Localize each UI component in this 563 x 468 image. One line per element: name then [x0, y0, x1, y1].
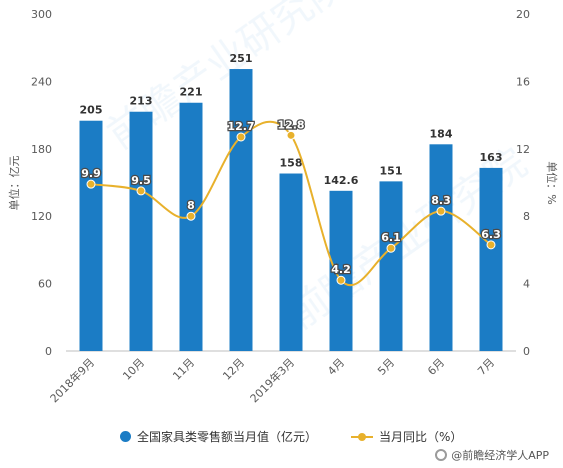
left-y-tick-label: 120 [31, 210, 52, 223]
legend-item-line: 当月同比（%） [351, 428, 462, 445]
line-point [386, 243, 396, 253]
line-value-label: 6.1 [381, 231, 401, 244]
legend-bar-swatch [120, 431, 131, 442]
legend-line-label: 当月同比（%） [379, 430, 463, 444]
line-point [486, 240, 496, 250]
right-y-ticks: 0 4 8 12 16 20 [516, 8, 530, 358]
bar [479, 167, 503, 351]
line-point [286, 130, 296, 140]
bar-value-label: 205 [80, 104, 103, 117]
left-y-tick-label: 180 [31, 143, 52, 156]
legend-line-swatch [351, 432, 374, 441]
left-y-ticks: 0 60 120 180 240 300 [31, 8, 52, 358]
bar-value-label: 221 [180, 86, 203, 99]
right-y-tick-label: 20 [516, 8, 530, 21]
line-value-label: 12.7 [227, 120, 254, 133]
x-tick-label: 2019年3月 [247, 355, 297, 405]
right-y-tick-label: 0 [523, 345, 530, 358]
line-series: 9.9 9.5 8 12.7 12.8 4.2 6.1 8.3 6.3 [80, 117, 502, 287]
left-y-tick-label: 240 [31, 75, 52, 88]
bar [229, 69, 253, 351]
x-tick-label: 2018年9月 [47, 355, 97, 405]
brand-logo-icon [435, 449, 448, 461]
bar [279, 173, 303, 351]
x-tick-label: 12月 [220, 356, 247, 383]
line-point [186, 211, 196, 221]
left-y-tick-label: 300 [31, 8, 52, 21]
bar-value-label: 163 [480, 151, 503, 164]
x-ticks: 2018年9月 10月 11月 12月 2019年3月 4月 5月 6月 7月 [47, 355, 497, 405]
line-point [86, 179, 96, 189]
right-y-tick-label: 16 [516, 75, 530, 88]
right-y-tick-label: 12 [516, 143, 530, 156]
left-y-tick-label: 60 [38, 278, 52, 291]
line-value-label: 8 [187, 199, 195, 212]
line-value-label: 9.5 [131, 174, 151, 187]
bar [329, 190, 353, 351]
right-y-tick-label: 4 [523, 278, 530, 291]
line-point [236, 132, 246, 142]
bar [129, 111, 153, 351]
line-value-label: 4.2 [331, 263, 351, 276]
x-tick-label: 7月 [475, 356, 497, 378]
line-point [336, 275, 346, 285]
line-point [436, 206, 446, 216]
bar-value-label: 251 [230, 52, 253, 65]
bar [429, 144, 453, 351]
line-point [136, 186, 146, 196]
bar-value-label: 142.6 [324, 174, 359, 187]
left-y-tick-label: 0 [45, 345, 52, 358]
y2-axis-title: 单位：% [545, 161, 559, 204]
watermark: 前瞻产业研究院 前瞻产业研究院 [99, 0, 535, 338]
line-path [90, 120, 492, 287]
source-credit: @前瞻经济学人APP [435, 447, 549, 463]
bar [79, 120, 103, 351]
bar-series: 205 213 221 251 158 142.6 151 184 163 [79, 52, 503, 351]
line-value-label: 12.8 [277, 118, 304, 131]
bar-value-label: 151 [380, 164, 403, 177]
bar [179, 102, 203, 351]
line-value-label: 9.9 [81, 167, 101, 180]
source-text: @前瞻经济学人APP [451, 449, 549, 462]
bar [379, 181, 403, 351]
x-tick-label: 11月 [170, 356, 197, 383]
right-y-tick-label: 8 [523, 210, 530, 223]
bar-value-label: 184 [430, 127, 453, 140]
line-value-label: 8.3 [431, 194, 451, 207]
line-value-label: 6.3 [481, 228, 501, 241]
legend-item-bar: 全国家具类零售额当月值（亿元） [120, 428, 317, 445]
legend-bar-label: 全国家具类零售额当月值（亿元） [137, 430, 318, 444]
bar-value-label: 213 [130, 95, 153, 108]
legend: 全国家具类零售额当月值（亿元） 当月同比（%） [120, 428, 462, 445]
x-tick-label: 10月 [120, 356, 147, 383]
x-tick-label: 4月 [325, 356, 347, 378]
x-tick-label: 5月 [375, 356, 397, 378]
x-tick-label: 6月 [425, 356, 447, 378]
bar-value-label: 158 [280, 157, 303, 170]
chart: 前瞻产业研究院 前瞻产业研究院 0 60 120 180 240 300 0 4 8 12 16 2… [7, 0, 559, 405]
y-axis-title: 单位：亿元 [7, 156, 21, 211]
